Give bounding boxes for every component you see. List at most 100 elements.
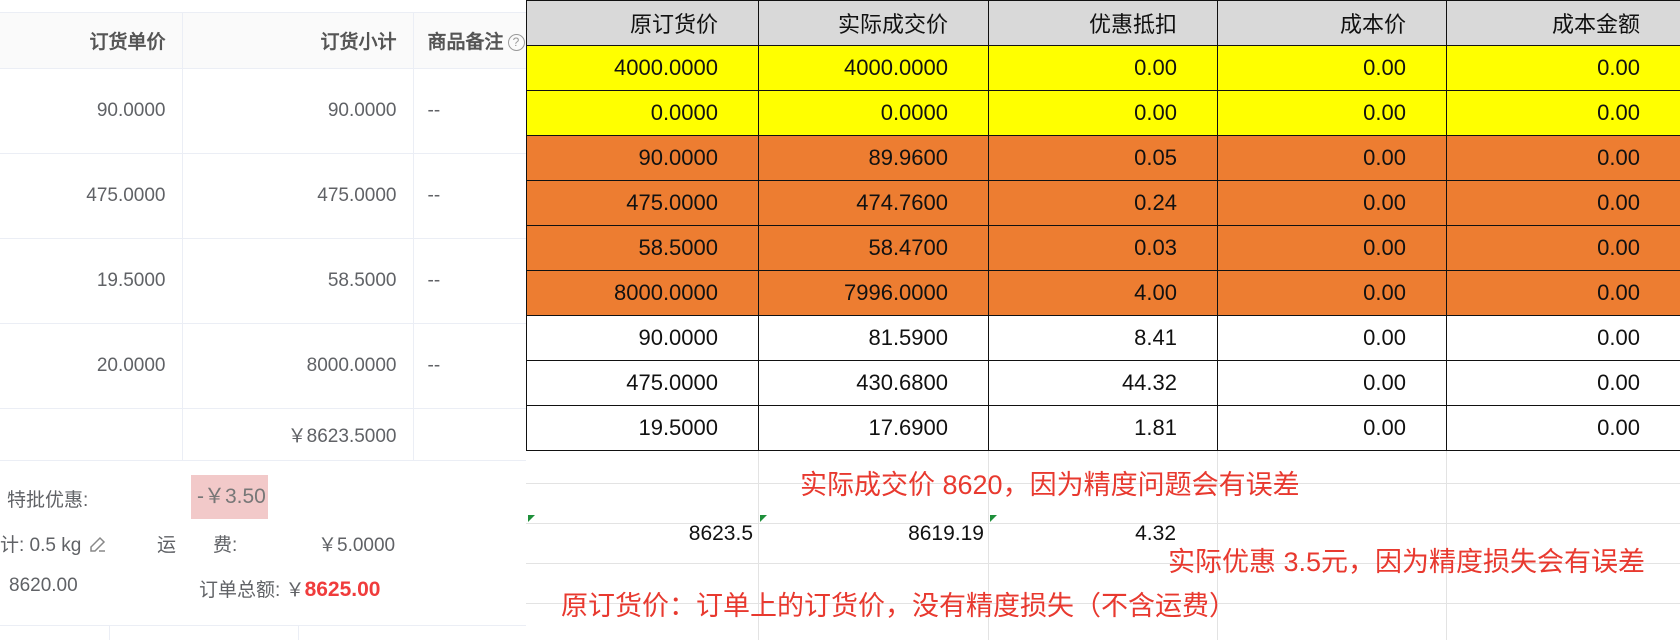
sheet-cell[interactable]: 0.05 xyxy=(988,135,1218,181)
sheet-cell[interactable]: 0.00 xyxy=(1217,90,1447,136)
sheet-cell[interactable]: 0.0000 xyxy=(758,90,989,136)
sheet-cell[interactable]: 0.00 xyxy=(1217,360,1447,406)
sheet-header-cell[interactable]: 原订货价 xyxy=(526,0,759,46)
cell-marker-icon xyxy=(990,515,997,522)
header-remark-label: 商品备注 xyxy=(427,32,504,53)
table-row: 58.5000 58.4700 0.03 0.00 0.00 xyxy=(526,225,1680,271)
sheet-cell[interactable]: 0.00 xyxy=(1446,180,1680,226)
weight-total: 计: 0.5 kg xyxy=(0,530,107,557)
sheet-cell[interactable]: 0.00 xyxy=(1446,135,1680,181)
table-total-row: ￥8623.5000 xyxy=(0,408,526,461)
sheet-cell[interactable]: 17.6900 xyxy=(758,405,989,451)
total-empty-cell xyxy=(0,408,183,461)
total-remark-cell xyxy=(413,408,526,461)
sum-discount[interactable]: 4.32 xyxy=(1135,522,1176,545)
order-total-label: 订单总额: ￥ xyxy=(199,580,305,601)
unit-price-cell: 20.0000 xyxy=(0,323,183,409)
sheet-cell[interactable]: 58.5000 xyxy=(526,225,759,271)
sheet-cell[interactable]: 475.0000 xyxy=(526,360,759,406)
sheet-cell[interactable]: 7996.0000 xyxy=(758,270,989,316)
unit-price-cell: 19.5000 xyxy=(0,238,183,324)
sheet-cell[interactable]: 0.00 xyxy=(1446,315,1680,361)
table-total-value: ￥8623.5000 xyxy=(182,408,414,461)
sheet-header-cell[interactable]: 实际成交价 xyxy=(758,0,989,46)
sheet-cell[interactable]: 0.00 xyxy=(1446,45,1680,91)
table-row: 475.0000 474.7600 0.24 0.00 0.00 xyxy=(526,180,1680,226)
sheet-cell[interactable]: 0.00 xyxy=(1446,90,1680,136)
sheet-cell[interactable]: 0.00 xyxy=(1446,270,1680,316)
unit-price-cell: 90.0000 xyxy=(0,68,183,154)
sheet-cell[interactable]: 0.00 xyxy=(1217,405,1447,451)
table-row: 0.0000 0.0000 0.00 0.00 0.00 xyxy=(526,90,1680,136)
header-subtotal[interactable]: 订货小计 xyxy=(182,12,414,69)
subtotal-cell: 8000.0000 xyxy=(182,323,414,409)
table-row: 19.5000 58.5000 -- xyxy=(0,238,526,324)
sheet-header-cell[interactable]: 成本金额 xyxy=(1446,0,1680,46)
table-header-row: 订货单价 订货小计 商品备注? xyxy=(0,12,526,69)
sheet-cell[interactable]: 4000.0000 xyxy=(758,45,989,91)
sheet-cell[interactable]: 0.00 xyxy=(1446,225,1680,271)
cell-marker-icon xyxy=(528,515,535,522)
subtotal-cell: 90.0000 xyxy=(182,68,414,154)
sheet-cell[interactable]: 0.00 xyxy=(1217,315,1447,361)
sheet-cell[interactable]: 0.00 xyxy=(988,90,1218,136)
sheet-cell[interactable]: 19.5000 xyxy=(526,405,759,451)
order-detail-panel: 订货单价 订货小计 商品备注? 90.0000 90.0000 -- 475.0… xyxy=(0,0,526,640)
deal-amount: 8620.00 xyxy=(9,575,78,596)
sheet-cell[interactable]: 90.0000 xyxy=(526,315,759,361)
sheet-cell[interactable]: 430.6800 xyxy=(758,360,989,406)
spreadsheet: 原订货价 实际成交价 优惠抵扣 成本价 成本金额 4000.0000 4000.… xyxy=(526,0,1680,640)
sheet-cell[interactable]: 81.5900 xyxy=(758,315,989,361)
sheet-header-cell[interactable]: 成本价 xyxy=(1217,0,1447,46)
header-unit-price[interactable]: 订货单价 xyxy=(0,12,183,69)
sheet-header-row: 原订货价 实际成交价 优惠抵扣 成本价 成本金额 xyxy=(526,0,1680,46)
remark-cell: -- xyxy=(413,153,526,239)
subtotal-cell: 58.5000 xyxy=(182,238,414,324)
sheet-header-cell[interactable]: 优惠抵扣 xyxy=(988,0,1218,46)
sheet-cell[interactable]: 0.00 xyxy=(1217,135,1447,181)
sheet-cell[interactable]: 44.32 xyxy=(988,360,1218,406)
shipping-label-a: 运 xyxy=(157,535,177,556)
sheet-cell[interactable]: 0.00 xyxy=(1217,180,1447,226)
sheet-cell[interactable]: 0.00 xyxy=(1217,270,1447,316)
cell-marker-icon xyxy=(760,515,767,522)
sheet-cell[interactable]: 0.03 xyxy=(988,225,1218,271)
table-row: 8000.0000 7996.0000 4.00 0.00 0.00 xyxy=(526,270,1680,316)
sheet-cell[interactable]: 0.24 xyxy=(988,180,1218,226)
help-icon[interactable]: ? xyxy=(507,34,525,52)
remark-cell: -- xyxy=(413,323,526,409)
sum-original-price[interactable]: 8623.5 xyxy=(688,522,753,545)
sum-actual-price[interactable]: 8619.19 xyxy=(908,522,984,545)
sheet-cell[interactable]: 90.0000 xyxy=(526,135,759,181)
table-row: 20.0000 8000.0000 -- xyxy=(0,323,526,409)
sheet-cell[interactable]: 1.81 xyxy=(988,405,1218,451)
sheet-cell[interactable]: 89.9600 xyxy=(758,135,989,181)
sheet-cell[interactable]: 8.41 xyxy=(988,315,1218,361)
table-row: 475.0000 430.6800 44.32 0.00 0.00 xyxy=(526,360,1680,406)
sheet-cell[interactable]: 475.0000 xyxy=(526,180,759,226)
header-remark[interactable]: 商品备注? xyxy=(413,12,526,69)
table-row: 475.0000 475.0000 -- xyxy=(0,153,526,239)
unit-price-cell: 475.0000 xyxy=(0,153,183,239)
sheet-cell[interactable]: 0.00 xyxy=(1446,360,1680,406)
table-row: 19.5000 17.6900 1.81 0.00 0.00 xyxy=(526,405,1680,451)
sheet-cell[interactable]: 474.7600 xyxy=(758,180,989,226)
sheet-cell[interactable]: 0.00 xyxy=(1217,45,1447,91)
table-row: 90.0000 90.0000 -- xyxy=(0,68,526,154)
sheet-cell[interactable]: 4.00 xyxy=(988,270,1218,316)
sheet-cell[interactable]: 0.0000 xyxy=(526,90,759,136)
table-row: 90.0000 81.5900 8.41 0.00 0.00 xyxy=(526,315,1680,361)
sheet-cell[interactable]: 8000.0000 xyxy=(526,270,759,316)
weight-text: 计: 0.5 kg xyxy=(0,535,82,556)
sheet-cell[interactable]: 0.00 xyxy=(1446,405,1680,451)
note-actual-price: 实际成交价 8620，因为精度问题会有误差 xyxy=(800,470,1300,500)
note-actual-discount: 实际优惠 3.5元，因为精度损失会有误差 xyxy=(1168,547,1646,577)
subtotal-cell: 475.0000 xyxy=(182,153,414,239)
order-total-value: 8625.00 xyxy=(304,578,381,601)
sheet-cell[interactable]: 0.00 xyxy=(1217,225,1447,271)
order-total: 订单总额: ￥8625.00 xyxy=(199,575,380,602)
sheet-cell[interactable]: 0.00 xyxy=(988,45,1218,91)
sheet-cell[interactable]: 58.4700 xyxy=(758,225,989,271)
sheet-cell[interactable]: 4000.0000 xyxy=(526,45,759,91)
edit-icon[interactable] xyxy=(89,535,107,553)
